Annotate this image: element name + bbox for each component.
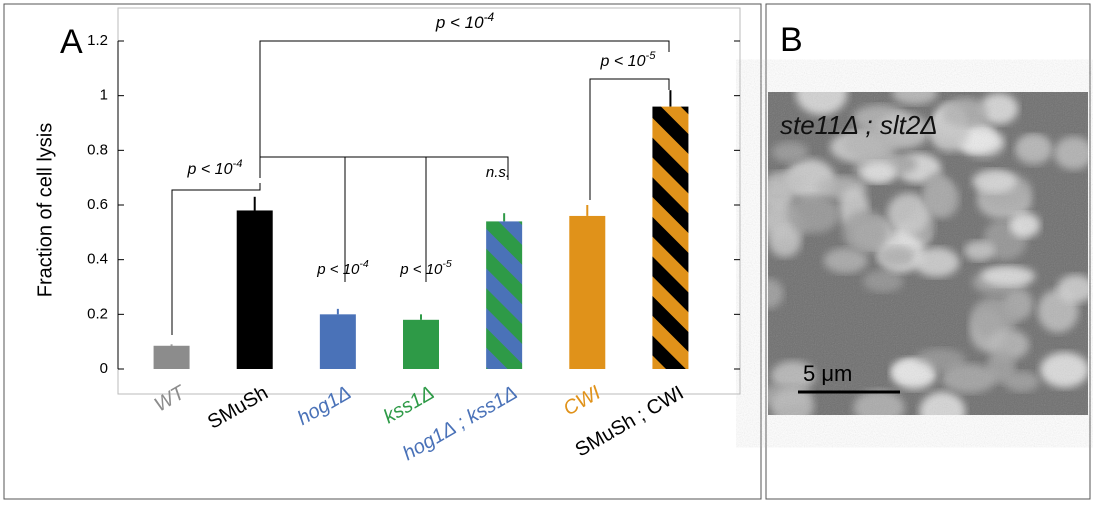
annotation: p < 10-5 [600, 50, 657, 70]
annotation-text: n.s. [486, 164, 510, 181]
bar [236, 210, 273, 369]
annotation-exponent: -5 [442, 258, 451, 270]
y-tick-label: 0 [100, 360, 108, 377]
x-tick-label: SMuSh [204, 382, 272, 434]
x-tick-label: kss1Δ [380, 382, 438, 428]
annotation-text: p < 10 [600, 53, 646, 70]
annotation: p < 10-4 [435, 10, 495, 32]
y-tick-label: 0.2 [87, 305, 108, 322]
bar [153, 345, 190, 369]
panel-label: B [780, 21, 803, 59]
bar [569, 215, 606, 369]
annotation-exponent: -4 [359, 258, 368, 270]
y-tick-label: 0.4 [87, 251, 108, 268]
bar [403, 319, 439, 369]
y-axis-label: Fraction of cell lysis [34, 123, 56, 298]
annotation: p < 10-4 [187, 158, 243, 178]
panel-frame [765, 3, 1091, 500]
image-caption: ste11Δ ; slt2Δ [780, 110, 938, 140]
bar [486, 221, 523, 369]
brackets [171, 40, 670, 335]
bar [319, 314, 356, 369]
x-tick-label: CWI [560, 382, 605, 421]
panel-frame [3, 3, 762, 500]
scale-bar-label: 5 μm [803, 361, 852, 386]
bar [652, 106, 689, 369]
x-tick-label: hog1Δ [294, 382, 355, 430]
annotation: p < 10-4 [316, 258, 369, 278]
y-tick-label: 0.8 [87, 141, 108, 158]
panel-label: A [60, 23, 83, 61]
annotation: p < 10-5 [399, 258, 452, 278]
y-tick-label: 1 [100, 87, 108, 104]
y-tick-label: 1.2 [87, 32, 108, 49]
annotation-exponent: -4 [232, 158, 242, 170]
annotation: n.s. [486, 164, 510, 181]
annotation-text: p < 10 [187, 161, 233, 178]
image-noise [768, 92, 1088, 415]
annotation-exponent: -5 [645, 50, 656, 62]
annotation-exponent: -4 [484, 10, 495, 24]
y-tick-label: 0.6 [87, 196, 108, 213]
x-tick-label: WT [151, 381, 190, 416]
annotation-text: p < 10 [399, 261, 443, 278]
annotation-text: p < 10 [316, 261, 360, 278]
annotation-text: p < 10 [435, 13, 484, 32]
bars [153, 90, 689, 369]
